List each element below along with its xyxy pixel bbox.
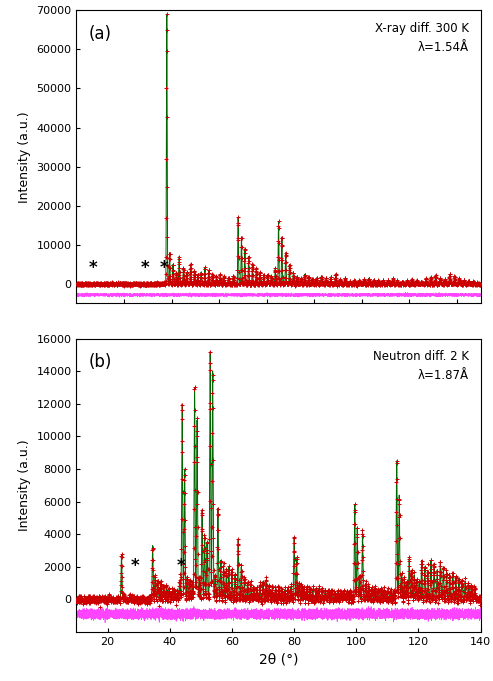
- Text: *: *: [89, 259, 98, 277]
- Text: X-ray diff. 300 K
λ=1.54Å: X-ray diff. 300 K λ=1.54Å: [375, 22, 468, 54]
- X-axis label: 2θ (°): 2θ (°): [259, 652, 298, 667]
- Y-axis label: Intensity (a.u.): Intensity (a.u.): [18, 111, 31, 203]
- Text: *: *: [141, 259, 150, 277]
- Text: Neutron diff. 2 K
λ=1.87Å: Neutron diff. 2 K λ=1.87Å: [373, 351, 468, 383]
- Text: *: *: [160, 259, 169, 277]
- Text: (a): (a): [89, 25, 111, 43]
- Text: *: *: [131, 557, 140, 575]
- Y-axis label: Intensity (a.u.): Intensity (a.u.): [18, 439, 31, 531]
- Text: *: *: [176, 557, 185, 575]
- Text: (b): (b): [89, 353, 112, 371]
